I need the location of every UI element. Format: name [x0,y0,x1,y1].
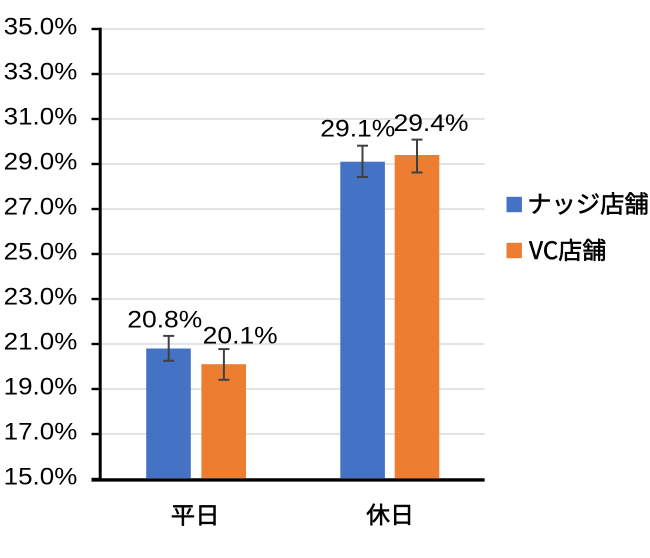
svg-text:29.4%: 29.4% [394,110,469,137]
svg-text:21.0%: 21.0% [4,329,78,356]
svg-text:23.0%: 23.0% [4,284,78,311]
svg-text:35.0%: 35.0% [4,14,78,41]
svg-text:19.0%: 19.0% [4,374,78,401]
svg-text:17.0%: 17.0% [4,419,78,446]
svg-text:29.1%: 29.1% [320,116,395,143]
svg-text:15.0%: 15.0% [4,464,78,491]
svg-text:20.1%: 20.1% [203,323,278,350]
svg-text:33.0%: 33.0% [4,59,78,86]
svg-text:27.0%: 27.0% [4,194,78,221]
svg-text:29.0%: 29.0% [4,149,78,176]
svg-text:20.8%: 20.8% [127,307,202,334]
svg-text:31.0%: 31.0% [4,104,78,131]
svg-text:25.0%: 25.0% [4,239,78,266]
